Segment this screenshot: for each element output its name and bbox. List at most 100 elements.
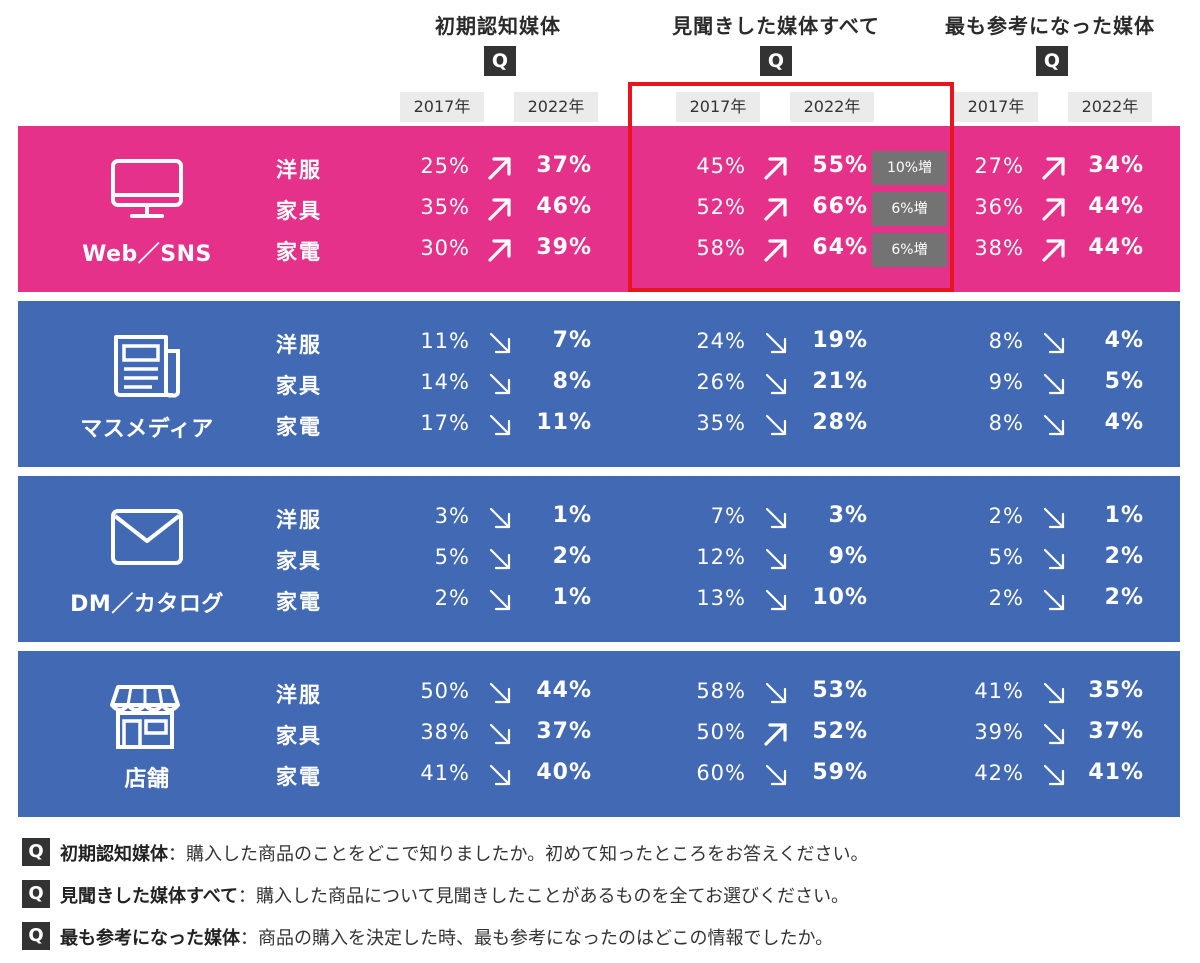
column-title: 最も参考になった媒体 [945,14,1155,38]
value-2022: 39% [536,235,592,260]
value-2022: 64% [812,235,868,260]
arrow-down-icon [1040,504,1068,532]
category-label: DM／カタログ [70,592,224,617]
value-2022: 4% [1104,328,1144,353]
value-2022: 2% [1104,544,1144,569]
item-label: 家具 [276,199,322,223]
value-2017: 39% [974,720,1024,744]
value-2017: 13% [696,586,746,610]
value-2022: 1% [552,503,592,528]
value-2022: 34% [1088,153,1144,178]
category-band [18,476,1180,642]
value-2022: 4% [1104,410,1144,435]
value-2017: 2% [988,586,1024,610]
item-label: 家電 [276,590,322,614]
increase-badge: 6%増 [872,233,947,267]
year-label: 2017年 [676,92,760,122]
value-2022: 21% [812,369,868,394]
arrow-up-icon [486,154,514,182]
arrow-up-icon [762,154,790,182]
column-title: 初期認知媒体 [435,14,561,38]
legend-description: ：購入した商品のことをどこで知りましたか。初めて知ったところをお答えください。 [168,844,869,865]
value-2022: 2% [552,544,592,569]
arrow-up-icon [486,195,514,223]
item-label: 洋服 [276,158,322,182]
arrow-down-icon [762,329,790,357]
value-2022: 37% [1088,719,1144,744]
q-badge: Q [484,46,516,76]
value-2017: 42% [974,761,1024,785]
item-label: 洋服 [276,683,322,707]
arrow-down-icon [486,504,514,532]
q-badge: Q [760,46,792,76]
value-2022: 11% [536,410,592,435]
value-2022: 1% [1104,503,1144,528]
value-2017: 30% [420,236,470,260]
item-label: 家具 [276,374,322,398]
value-2022: 41% [1088,760,1144,785]
value-2017: 38% [974,236,1024,260]
value-2017: 58% [696,679,746,703]
value-2017: 58% [696,236,746,260]
arrow-down-icon [1040,329,1068,357]
legend-description: ：購入した商品について見聞きしたことがあるものを全てお選びください。 [238,886,849,907]
value-2022: 55% [812,153,868,178]
arrow-up-icon [762,195,790,223]
store-icon [110,683,180,755]
value-2022: 44% [536,678,592,703]
arrow-down-icon [1040,679,1068,707]
arrow-down-icon [1040,586,1068,614]
legend-term: 初期認知媒体 [60,844,168,865]
value-2022: 7% [552,328,592,353]
value-2022: 40% [536,760,592,785]
arrow-up-icon [1040,195,1068,223]
arrow-down-icon [486,720,514,748]
value-2017: 60% [696,761,746,785]
category-label: マスメディア [80,417,214,442]
value-2022: 37% [536,153,592,178]
value-2017: 17% [420,411,470,435]
arrow-down-icon [1040,370,1068,398]
item-label: 家具 [276,724,322,748]
envelope-icon [110,508,184,570]
value-2017: 24% [696,329,746,353]
arrow-down-icon [486,679,514,707]
value-2017: 52% [696,195,746,219]
arrow-up-icon [762,720,790,748]
arrow-down-icon [486,411,514,439]
value-2022: 53% [812,678,868,703]
value-2017: 35% [420,195,470,219]
arrow-down-icon [762,370,790,398]
value-2022: 37% [536,719,592,744]
column-title: 見聞きした媒体すべて [672,14,880,38]
value-2022: 28% [812,410,868,435]
value-2017: 45% [696,154,746,178]
value-2017: 5% [988,545,1024,569]
value-2017: 26% [696,370,746,394]
value-2017: 7% [710,504,746,528]
arrow-down-icon [1040,761,1068,789]
monitor-icon [110,158,184,224]
value-2022: 52% [812,719,868,744]
category-band [18,301,1180,467]
value-2022: 19% [812,328,868,353]
arrow-down-icon [486,329,514,357]
arrow-down-icon [762,761,790,789]
legend-description: ：商品の購入を決定した時、最も参考になったのはどこの情報でしたか。 [240,928,834,949]
value-2017: 35% [696,411,746,435]
q-badge: Q [1036,46,1068,76]
arrow-up-icon [1040,154,1068,182]
arrow-up-icon [1040,236,1068,264]
value-2022: 66% [812,194,868,219]
category-band [18,126,1180,292]
value-2017: 25% [420,154,470,178]
arrow-down-icon [1040,545,1068,573]
arrow-down-icon [762,679,790,707]
item-label: 洋服 [276,508,322,532]
q-badge: Q [22,880,50,908]
value-2022: 2% [1104,585,1144,610]
value-2017: 11% [420,329,470,353]
value-2017: 27% [974,154,1024,178]
value-2017: 38% [420,720,470,744]
value-2017: 50% [420,679,470,703]
